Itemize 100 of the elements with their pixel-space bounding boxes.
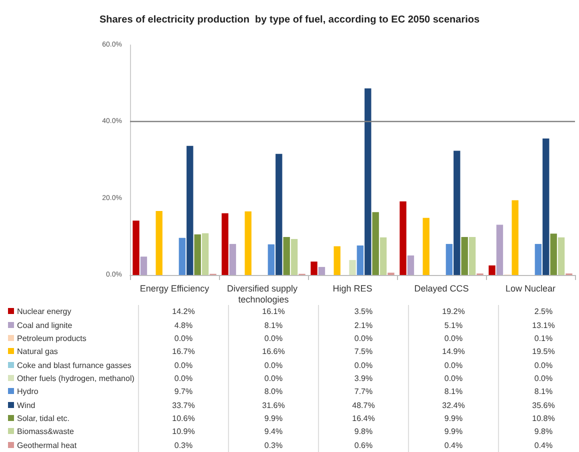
bar [290,238,298,275]
data-label: 0.0% [498,358,579,372]
data-label: 2.5% [498,305,579,318]
bar [454,150,460,275]
bar [364,88,372,275]
data-label: 0.1% [498,332,579,346]
data-label: 35.6% [498,398,579,412]
data-label: 48.7% [318,398,408,412]
bar [202,233,209,275]
data-label: 0.0% [498,372,579,386]
data-label: 2.1% [318,318,408,332]
data-label: 10.6% [138,412,228,426]
bar [178,238,186,275]
legend-label: Wind [17,400,36,410]
bar [468,237,476,275]
data-label: 0.0% [408,358,498,372]
legend-label: Natural gas [17,347,58,356]
x-tick-label: High RES [332,284,372,294]
legend-label: Biomass&waste [17,427,74,436]
data-label: 16.4% [318,412,408,426]
data-label: 13.1% [498,318,579,332]
bar [407,255,414,275]
legend-label: Solar, tidal etc. [17,414,70,424]
bar [229,244,236,275]
legend-label: Coke and blast furnance gasses [17,360,132,370]
bar [558,237,565,275]
bar [461,237,468,275]
bar [356,245,364,275]
legend-label: Geothermal heat [17,440,77,450]
data-label: 9.4% [228,425,318,439]
bar [268,244,275,275]
data-label: 31.6% [228,398,318,412]
bar [349,260,356,275]
data-label: 0.0% [138,372,228,386]
data-label: 10.9% [138,425,228,439]
data-label: 16.1% [228,305,318,318]
legend-label: Petroleum products [17,334,86,343]
bar [140,256,148,275]
bar [132,220,140,275]
data-label: 0.4% [498,438,579,452]
data-label: 19.5% [498,345,579,358]
bar [488,265,496,275]
bar [186,146,194,275]
data-label: 7.5% [318,345,408,358]
bar [496,224,504,275]
x-tick-label: Low Nuclear [505,284,556,294]
data-label: 10.8% [498,412,579,426]
data-label: 0.0% [138,358,228,372]
data-label: 32.4% [408,398,498,412]
bar [422,218,430,275]
data-label: 7.7% [318,385,408,399]
data-label: 0.0% [408,372,498,386]
data-label: 14.9% [408,345,498,358]
data-label: 9.8% [318,425,408,439]
data-label: 4.8% [138,318,228,332]
data-label: 9.9% [408,425,498,439]
data-label: 0.4% [408,438,498,452]
data-label: 0.0% [318,358,408,372]
data-label: 0.0% [228,372,318,386]
data-label: 5.1% [408,318,498,332]
bar [372,212,379,275]
bar [380,237,387,275]
data-label: 3.5% [318,305,408,318]
bar [400,201,406,275]
bar [446,244,453,275]
bar [512,200,518,275]
bar [334,246,340,275]
data-label: 9.9% [408,412,498,426]
data-label: 0.0% [228,332,318,346]
data-label: 9.9% [228,412,318,426]
data-label: 9.8% [498,425,579,439]
data-label: 9.7% [138,385,228,399]
bar [283,237,290,275]
legend-label: Coal and lignite [17,320,72,330]
legend-label: Nuclear energy [17,307,72,316]
bar [156,210,162,275]
data-label: 0.0% [408,332,498,346]
data-label: 19.2% [408,305,498,318]
bar [318,266,326,275]
chart-title: Shares of electricity production by type of fuel, according to EC 2050 scenarios [99,14,480,26]
data-label: 16.7% [138,345,228,358]
bar [534,244,542,275]
bar [222,213,228,275]
data-label: 0.6% [318,438,408,452]
data-label: 14.2% [138,305,228,318]
bar [310,262,318,275]
data-label: 0.0% [318,332,408,346]
data-label: 8.1% [228,318,318,332]
data-label: 0.3% [138,438,228,452]
data-label: 3.9% [318,372,408,386]
legend-label: Other fuels (hydrogen, methanol) [17,374,134,383]
data-label: 0.0% [228,358,318,372]
data-label: 8.1% [498,385,579,399]
x-tick-label: Delayed CCS [414,284,469,294]
bar [542,138,550,275]
data-label: 0.3% [228,438,318,452]
bar [550,234,557,275]
data-label: 8.0% [228,385,318,399]
data-label: 33.7% [138,398,228,412]
data-label: 16.6% [228,345,318,358]
